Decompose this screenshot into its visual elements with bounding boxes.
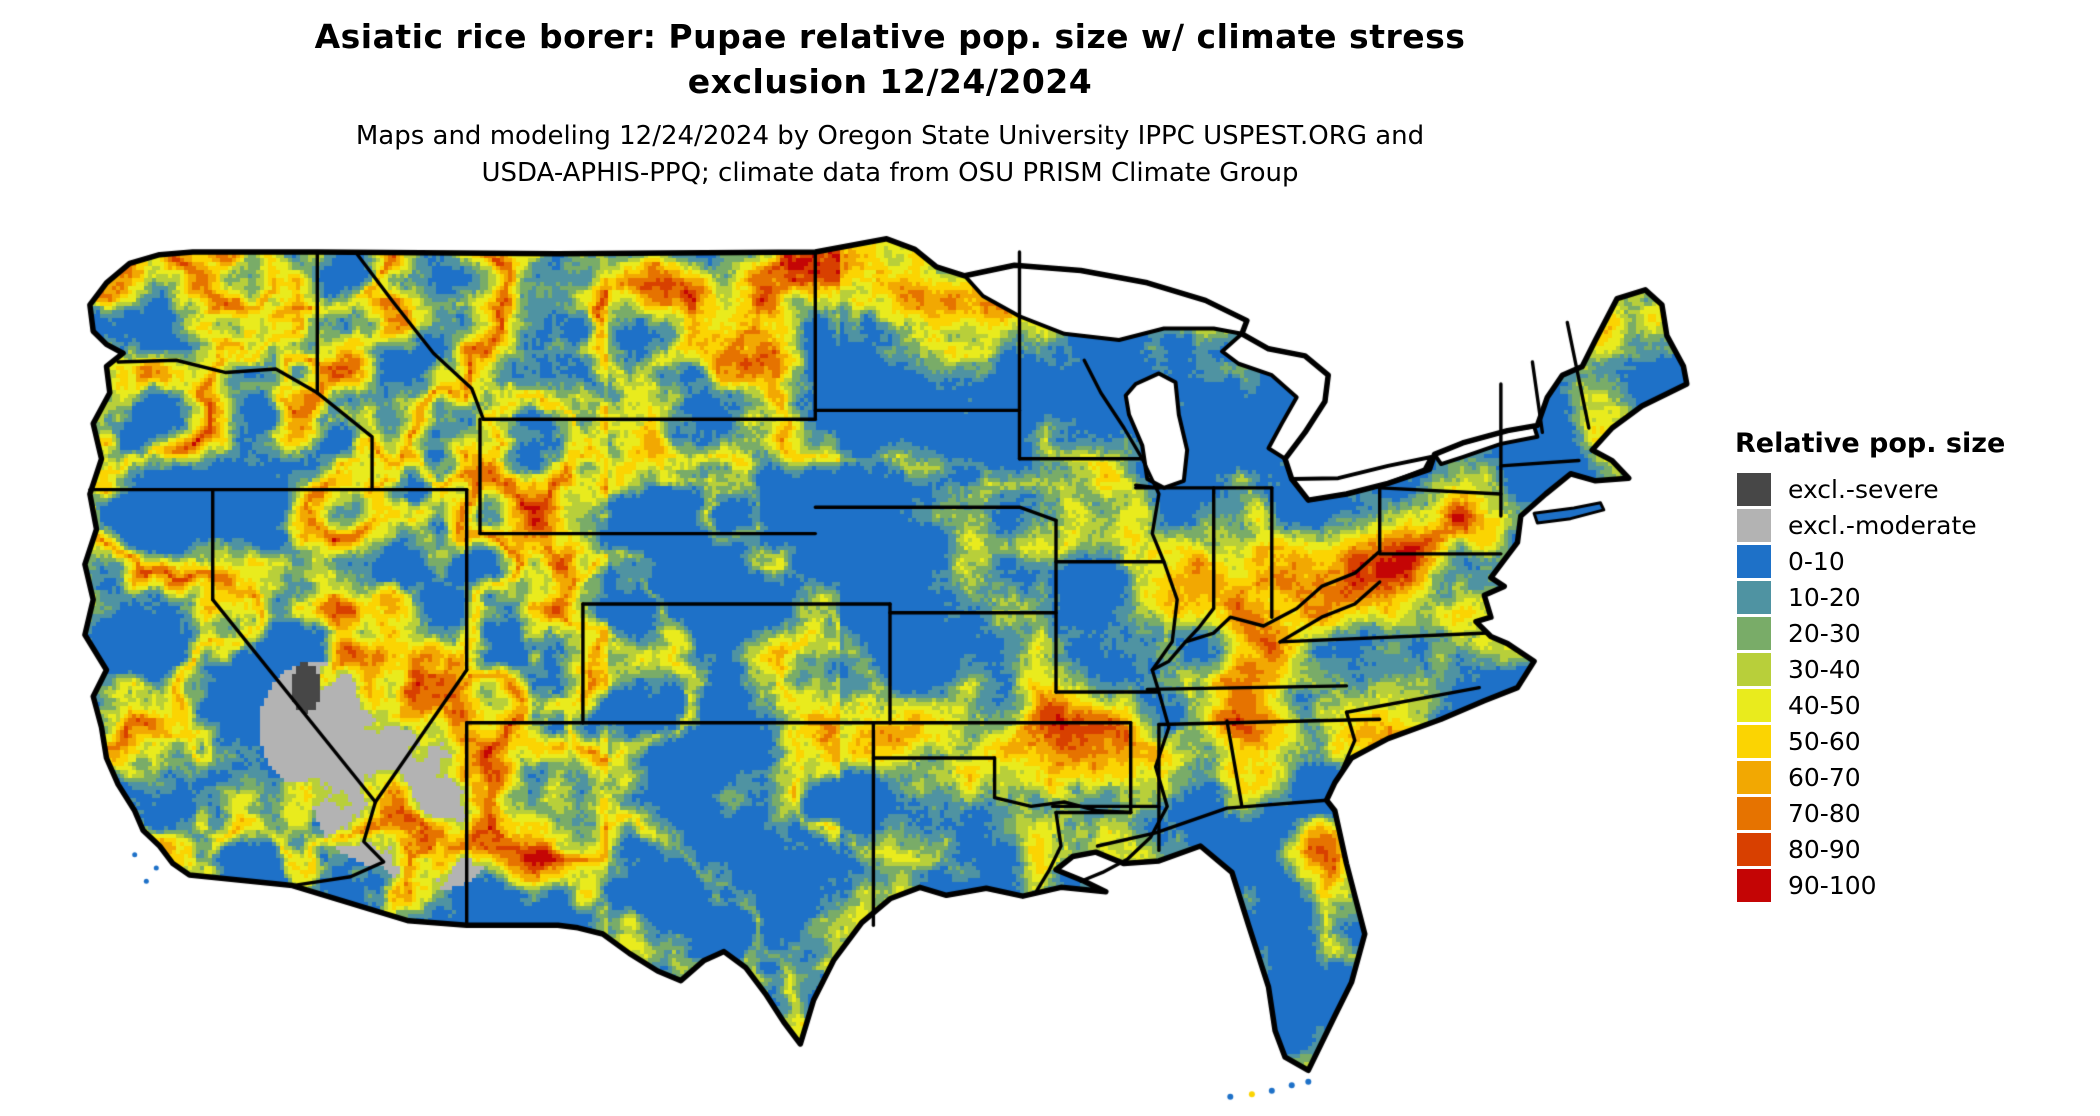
legend-item: excl.-moderate bbox=[1737, 509, 2067, 542]
subtitle-block: Maps and modeling 12/24/2024 by Oregon S… bbox=[60, 118, 1720, 192]
legend: Relative pop. size excl.-severe excl.-mod… bbox=[1735, 428, 2067, 905]
legend-item-label: 0-10 bbox=[1788, 547, 1845, 576]
legend-item: 0-10 bbox=[1737, 545, 2067, 578]
legend-item: excl.-severe bbox=[1737, 473, 2067, 506]
legend-item-label: 90-100 bbox=[1788, 871, 1877, 900]
legend-color-swatch bbox=[1737, 617, 1771, 650]
legend-color-swatch bbox=[1737, 833, 1771, 866]
legend-color-swatch bbox=[1737, 761, 1771, 794]
us-map-canvas bbox=[60, 230, 1720, 1110]
legend-item: 20-30 bbox=[1737, 617, 2067, 650]
legend-color-swatch bbox=[1737, 473, 1771, 506]
legend-item-label: 40-50 bbox=[1788, 691, 1861, 720]
legend-item-label: 20-30 bbox=[1788, 619, 1861, 648]
legend-color-swatch bbox=[1737, 725, 1771, 758]
legend-item-label: 50-60 bbox=[1788, 727, 1861, 756]
legend-item: 10-20 bbox=[1737, 581, 2067, 614]
legend-item: 80-90 bbox=[1737, 833, 2067, 866]
legend-item-label: 70-80 bbox=[1788, 799, 1861, 828]
legend-item-label: 60-70 bbox=[1788, 763, 1861, 792]
map-title-line1: Asiatic rice borer: Pupae relative pop. … bbox=[314, 17, 1466, 56]
legend-color-swatch bbox=[1737, 653, 1771, 686]
legend-color-swatch bbox=[1737, 869, 1771, 902]
map-subtitle-line2: USDA-APHIS-PPQ; climate data from OSU PR… bbox=[481, 158, 1299, 188]
legend-item: 90-100 bbox=[1737, 869, 2067, 902]
legend-items: excl.-severe excl.-moderate 0-10 10-20 20-30… bbox=[1737, 473, 2067, 902]
legend-title: Relative pop. size bbox=[1735, 428, 2006, 459]
legend-color-swatch bbox=[1737, 797, 1771, 830]
map-subtitle-line1: Maps and modeling 12/24/2024 by Oregon S… bbox=[355, 121, 1425, 151]
legend-item-label: 30-40 bbox=[1788, 655, 1861, 684]
legend-item-label: 80-90 bbox=[1788, 835, 1861, 864]
map-title-line2: exclusion 12/24/2024 bbox=[687, 62, 1093, 101]
legend-color-swatch bbox=[1737, 689, 1771, 722]
title-block: Asiatic rice borer: Pupae relative pop. … bbox=[60, 14, 1720, 104]
legend-item: 70-80 bbox=[1737, 797, 2067, 830]
legend-color-swatch bbox=[1737, 581, 1771, 614]
legend-item-label: excl.-moderate bbox=[1788, 511, 1977, 540]
legend-item: 30-40 bbox=[1737, 653, 2067, 686]
legend-item: 40-50 bbox=[1737, 689, 2067, 722]
legend-item-label: excl.-severe bbox=[1788, 475, 1939, 504]
legend-item: 50-60 bbox=[1737, 725, 2067, 758]
legend-color-swatch bbox=[1737, 545, 1771, 578]
legend-color-swatch bbox=[1737, 509, 1771, 542]
legend-item: 60-70 bbox=[1737, 761, 2067, 794]
legend-item-label: 10-20 bbox=[1788, 583, 1861, 612]
us-map bbox=[60, 230, 1720, 1110]
